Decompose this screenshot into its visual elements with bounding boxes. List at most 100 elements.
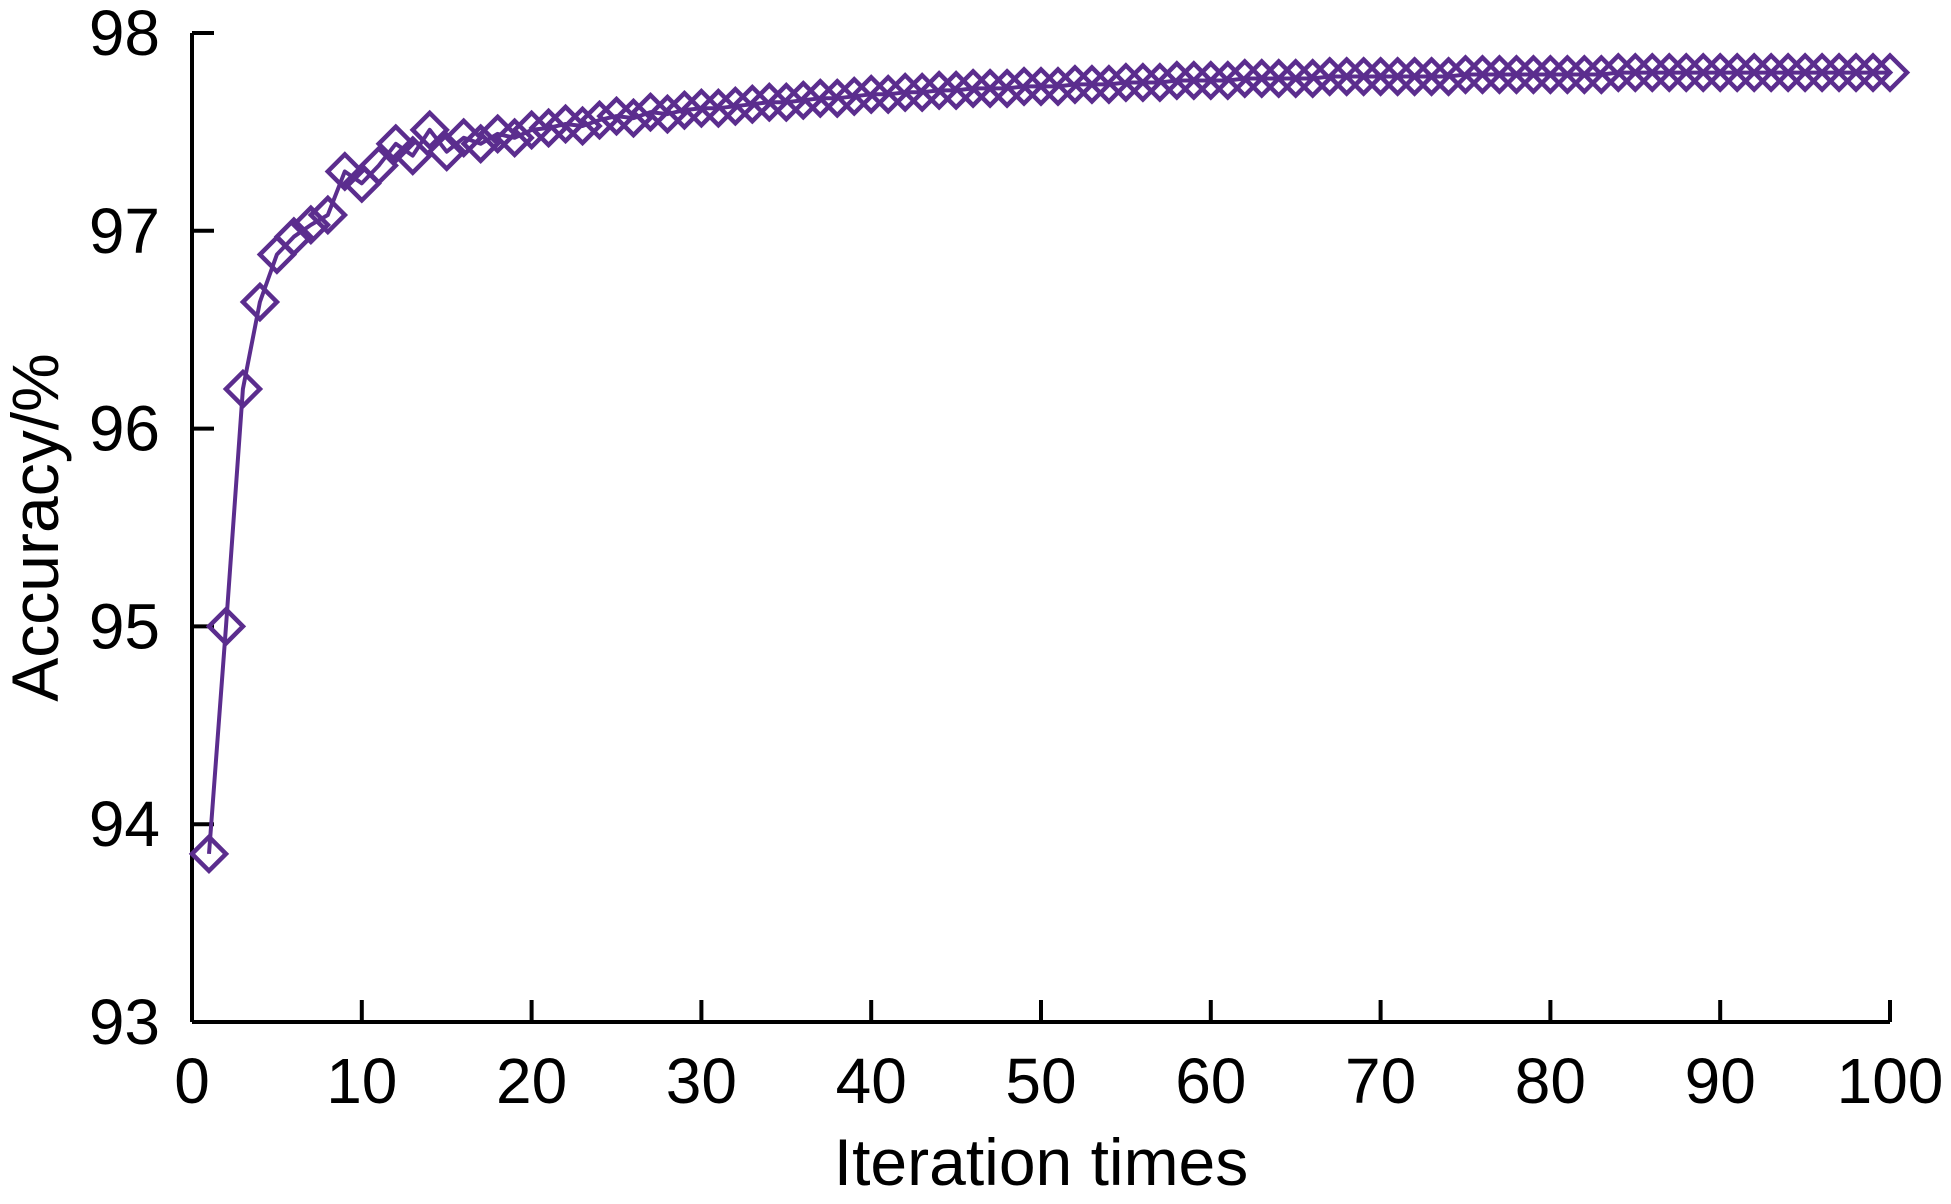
diamond-marker: [1564, 54, 1605, 95]
diamond-marker: [1801, 52, 1843, 93]
diamond-marker: [392, 135, 433, 176]
diamond-marker: [901, 72, 943, 113]
diamond-marker: [1513, 54, 1554, 95]
diamond-marker: [1666, 52, 1707, 93]
diamond-marker: [834, 76, 875, 117]
diamond-marker: [613, 97, 654, 139]
diamond-marker: [851, 74, 892, 115]
diamond-marker: [1462, 54, 1503, 95]
diamond-marker: [1598, 52, 1639, 93]
diamond-marker: [1377, 56, 1418, 97]
diamond-marker: [494, 117, 535, 159]
x-tick-label: 20: [496, 1045, 567, 1117]
diamond-marker: [1190, 60, 1231, 101]
data-point-markers: [188, 52, 1911, 875]
diamond-marker: [1615, 52, 1656, 93]
diamond-marker: [1479, 54, 1520, 95]
diamond-marker: [1411, 56, 1452, 97]
diamond-marker: [1292, 58, 1333, 99]
diamond-marker: [935, 70, 977, 111]
diamond-marker: [969, 68, 1011, 109]
diamond-marker: [1326, 56, 1367, 97]
diamond-marker: [1496, 54, 1537, 95]
diamond-marker: [545, 103, 586, 145]
x-tick-label: 30: [666, 1045, 737, 1117]
diamond-marker: [1649, 52, 1690, 93]
diamond-marker: [307, 194, 349, 236]
diamond-marker: [1445, 54, 1486, 95]
diamond-marker: [1835, 52, 1877, 93]
diamond-marker: [1275, 58, 1316, 99]
diamond-marker: [596, 95, 637, 137]
diamond-marker: [1020, 66, 1062, 107]
diamond-marker: [528, 107, 569, 149]
y-tick-label: 95: [89, 590, 160, 662]
diamond-marker: [324, 151, 366, 192]
diamond-marker: [1428, 56, 1469, 97]
y-tick-label: 94: [89, 788, 160, 860]
diamond-marker: [1869, 52, 1911, 93]
x-tick-label: 50: [1005, 1045, 1076, 1117]
diamond-marker: [1258, 58, 1299, 99]
diamond-marker: [664, 89, 705, 131]
diamond-marker: [1207, 60, 1248, 101]
x-tick-label: 70: [1345, 1045, 1416, 1117]
y-axis-title: Accuracy/%: [0, 353, 72, 701]
diamond-marker: [1784, 52, 1826, 93]
diamond-marker: [952, 68, 994, 109]
diamond-marker: [290, 204, 332, 246]
x-tick-label: 100: [1837, 1045, 1944, 1117]
y-axis-ticks: [192, 31, 214, 1024]
x-axis-ticks: [190, 1000, 1892, 1022]
diamond-marker: [579, 99, 620, 141]
diamond-marker: [562, 105, 603, 147]
x-tick-label: 0: [174, 1045, 210, 1117]
diamond-marker: [1173, 60, 1215, 101]
diamond-marker: [358, 145, 399, 186]
x-tick-label: 40: [836, 1045, 907, 1117]
diamond-marker: [749, 82, 790, 123]
diamond-marker: [1683, 52, 1724, 93]
diamond-marker: [1139, 62, 1181, 103]
diamond-marker: [188, 833, 230, 875]
diamond-marker: [1037, 66, 1079, 107]
diamond-marker: [986, 68, 1028, 109]
y-tick-label: 96: [89, 393, 160, 465]
diamond-marker: [766, 82, 807, 123]
diamond-marker: [1547, 54, 1588, 95]
diamond-marker: [1818, 52, 1860, 93]
diamond-marker: [1530, 54, 1571, 95]
diamond-marker: [1733, 52, 1775, 93]
diamond-marker: [732, 84, 773, 125]
diamond-marker: [222, 368, 264, 410]
diamond-marker: [1581, 54, 1622, 95]
y-tick-labels: 93 94 95 96 97 98: [89, 0, 160, 1058]
x-tick-labels: 0 10 20 30 40 50 60 70 80 90 100: [174, 1045, 1943, 1117]
diamond-marker: [1241, 58, 1282, 99]
diamond-marker: [409, 109, 450, 151]
y-tick-label: 97: [89, 195, 160, 267]
diamond-marker: [884, 72, 926, 113]
diamond-marker: [460, 123, 501, 164]
diamond-marker: [918, 70, 960, 111]
diamond-marker: [647, 93, 688, 135]
diamond-marker: [630, 91, 671, 133]
diamond-marker: [1088, 64, 1130, 105]
diamond-marker: [1343, 56, 1384, 97]
diamond-marker: [205, 606, 247, 647]
diamond-marker: [681, 87, 722, 129]
diamond-marker: [273, 216, 315, 257]
diamond-marker: [375, 123, 416, 164]
diamond-marker: [1224, 58, 1265, 99]
diamond-marker: [867, 74, 909, 115]
diamond-marker: [1750, 52, 1792, 93]
diamond-marker: [1767, 52, 1809, 93]
diamond-marker: [1156, 60, 1198, 101]
diamond-marker: [1700, 52, 1741, 93]
diamond-marker: [1003, 66, 1045, 107]
diamond-marker: [1394, 56, 1435, 97]
diamond-marker: [1122, 62, 1164, 103]
diamond-marker: [1632, 52, 1673, 93]
